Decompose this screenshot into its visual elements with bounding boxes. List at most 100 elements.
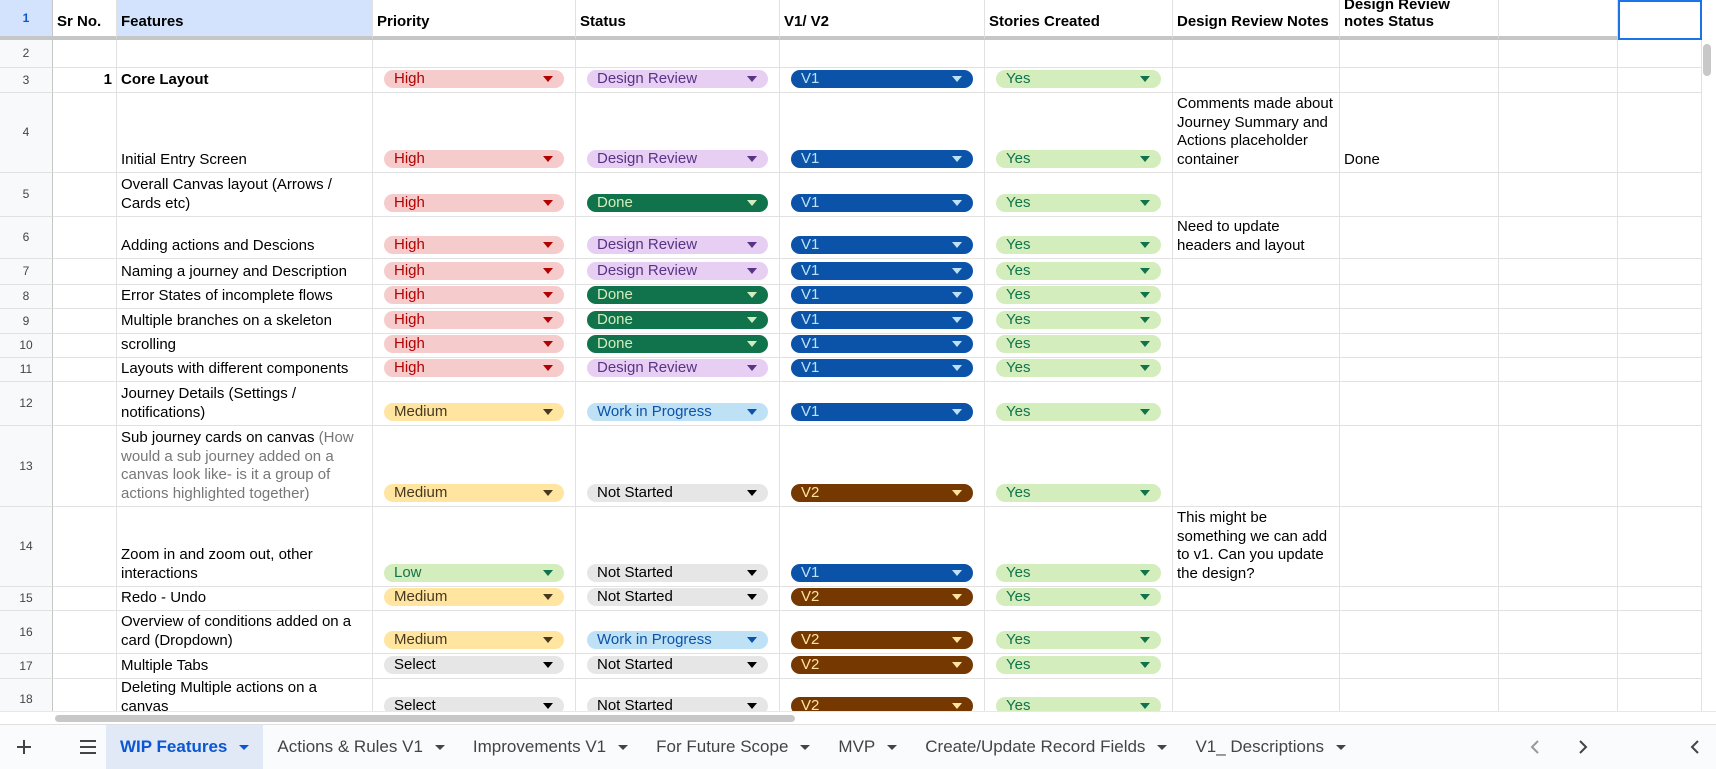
status-dropdown-chip[interactable]: Not Started xyxy=(587,484,768,502)
collapse[interactable] xyxy=(1690,740,1699,754)
priority-dropdown-chip[interactable]: High xyxy=(384,359,564,377)
row-header: 16 xyxy=(0,611,53,654)
cell: Yes xyxy=(985,587,1173,611)
cell: Yes xyxy=(985,173,1173,217)
priority-dropdown-chip[interactable]: High xyxy=(384,311,564,329)
status-dropdown-chip[interactable]: Not Started xyxy=(587,564,768,582)
status-dropdown-chip[interactable]: Design Review xyxy=(587,359,768,377)
cell: V1 xyxy=(780,285,985,309)
priority-dropdown-chip[interactable]: High xyxy=(384,194,564,212)
version-dropdown-chip[interactable]: V2 xyxy=(791,588,973,606)
cell: Work in Progress xyxy=(576,611,780,654)
cell: Yes xyxy=(985,309,1173,334)
version-dropdown-chip[interactable]: V1 xyxy=(791,286,973,304)
version-dropdown-chip[interactable]: V1 xyxy=(791,359,973,377)
stories-dropdown-chip[interactable]: Yes xyxy=(996,697,1161,711)
priority-dropdown-chip[interactable]: Medium xyxy=(384,403,564,421)
cell xyxy=(1618,259,1702,285)
stories-dropdown-chip[interactable]: Yes xyxy=(996,564,1161,582)
sheet-tab[interactable]: Actions & Rules V1 xyxy=(263,725,459,769)
priority-dropdown-chip[interactable]: High xyxy=(384,262,564,280)
status-dropdown-chip[interactable]: Done xyxy=(587,335,768,353)
status-dropdown-chip[interactable]: Design Review xyxy=(587,236,768,254)
status-dropdown-chip[interactable]: Done xyxy=(587,311,768,329)
cell xyxy=(1499,68,1618,93)
stories-dropdown-chip[interactable]: Yes xyxy=(996,403,1161,421)
priority-dropdown-chip[interactable]: High xyxy=(384,70,564,88)
version-dropdown-chip[interactable]: V1 xyxy=(791,194,973,212)
version-dropdown-chip[interactable]: V2 xyxy=(791,484,973,502)
cell xyxy=(1340,259,1499,285)
scrollbar-thumb[interactable] xyxy=(55,715,795,722)
stories-dropdown-chip[interactable]: Yes xyxy=(996,150,1161,168)
version-dropdown-chip[interactable]: V2 xyxy=(791,697,973,711)
priority-dropdown-chip[interactable]: High xyxy=(384,236,564,254)
sheet-tab[interactable]: For Future Scope xyxy=(642,725,824,769)
next-tab[interactable] xyxy=(1579,740,1588,754)
all-sheets-button[interactable] xyxy=(72,725,120,769)
version-dropdown-chip[interactable]: V1 xyxy=(791,262,973,280)
status-dropdown-chip[interactable]: Work in Progress xyxy=(587,403,768,421)
priority-dropdown-chip[interactable]: Medium xyxy=(384,631,564,649)
cell xyxy=(1618,507,1702,587)
status-dropdown-chip[interactable]: Design Review xyxy=(587,150,768,168)
cell: V1 xyxy=(780,382,985,426)
status-dropdown-chip[interactable]: Design Review xyxy=(587,70,768,88)
version-dropdown-chip[interactable]: V1 xyxy=(791,236,973,254)
cell xyxy=(1340,654,1499,679)
status-dropdown-chip[interactable]: Not Started xyxy=(587,697,768,711)
stories-dropdown-chip[interactable]: Yes xyxy=(996,631,1161,649)
stories-dropdown-chip[interactable]: Yes xyxy=(996,236,1161,254)
prev-tab[interactable] xyxy=(1530,740,1539,754)
sheet-tab[interactable]: Create/Update Record Fields xyxy=(911,725,1181,769)
stories-dropdown-chip[interactable]: Yes xyxy=(996,286,1161,304)
status-dropdown-chip[interactable]: Work in Progress xyxy=(587,631,768,649)
cell: Medium xyxy=(373,587,576,611)
cell: V1/ V2 xyxy=(780,0,985,40)
stories-dropdown-chip[interactable]: Yes xyxy=(996,194,1161,212)
priority-dropdown-chip[interactable]: Medium xyxy=(384,484,564,502)
status-dropdown-chip[interactable]: Not Started xyxy=(587,656,768,674)
status-dropdown-chip[interactable]: Done xyxy=(587,286,768,304)
priority-dropdown-chip[interactable]: High xyxy=(384,335,564,353)
priority-dropdown-chip[interactable]: High xyxy=(384,286,564,304)
stories-dropdown-chip[interactable]: Yes xyxy=(996,359,1161,377)
stories-dropdown-chip[interactable]: Yes xyxy=(996,656,1161,674)
priority-dropdown-chip[interactable]: Select xyxy=(384,656,564,674)
status-dropdown-chip[interactable]: Design Review xyxy=(587,262,768,280)
stories-dropdown-chip[interactable]: Yes xyxy=(996,262,1161,280)
sheet-tab[interactable]: Improvements V1 xyxy=(459,725,642,769)
sheet-tab[interactable]: WIP Features xyxy=(106,725,264,769)
priority-dropdown-chip[interactable]: Medium xyxy=(384,588,564,606)
version-dropdown-chip[interactable]: V1 xyxy=(791,403,973,421)
status-dropdown-chip[interactable]: Not Started xyxy=(587,588,768,606)
stories-dropdown-chip[interactable]: Yes xyxy=(996,70,1161,88)
stories-dropdown-chip[interactable]: Yes xyxy=(996,484,1161,502)
version-dropdown-chip[interactable]: V1 xyxy=(791,311,973,329)
sheet-tab[interactable]: V1_ Descriptions xyxy=(1181,725,1360,769)
priority-dropdown-chip[interactable]: High xyxy=(384,150,564,168)
version-dropdown-chip[interactable]: V1 xyxy=(791,564,973,582)
version-dropdown-chip[interactable]: V1 xyxy=(791,70,973,88)
cell: V2 xyxy=(780,654,985,679)
stories-dropdown-chip[interactable]: Yes xyxy=(996,588,1161,606)
cell: Sr No. xyxy=(53,0,117,40)
spreadsheet-grid: 1 Sr No. Features Priority Status V1/ V2 Stori… xyxy=(0,0,1702,711)
sheet-tab[interactable]: MVP xyxy=(824,725,911,769)
stories-dropdown-chip[interactable]: Yes xyxy=(996,311,1161,329)
priority-dropdown-chip[interactable]: Low xyxy=(384,564,564,582)
version-dropdown-chip[interactable]: V2 xyxy=(791,631,973,649)
version-dropdown-chip[interactable]: V1 xyxy=(791,335,973,353)
cell: Yes xyxy=(985,382,1173,426)
vertical-scrollbar[interactable] xyxy=(1703,44,1711,76)
cell: Sub journey cards on canvas (How would a… xyxy=(117,426,373,507)
stories-dropdown-chip[interactable]: Yes xyxy=(996,335,1161,353)
cell: V2 xyxy=(780,587,985,611)
version-dropdown-chip[interactable]: V2 xyxy=(791,656,973,674)
add-sheet-button[interactable] xyxy=(0,725,48,769)
cell xyxy=(1618,173,1702,217)
priority-dropdown-chip[interactable]: Select xyxy=(384,697,564,711)
status-dropdown-chip[interactable]: Done xyxy=(587,194,768,212)
version-dropdown-chip[interactable]: V1 xyxy=(791,150,973,168)
cell xyxy=(1499,40,1618,68)
